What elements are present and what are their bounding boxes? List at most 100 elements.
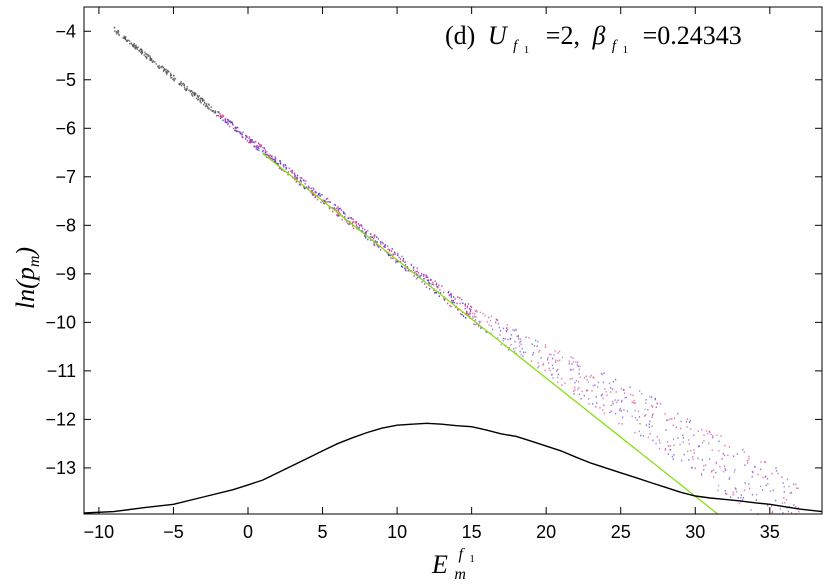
scatter-point <box>630 393 632 396</box>
scatter-point <box>645 398 647 401</box>
scatter-point <box>518 341 521 344</box>
scatter-point <box>296 176 298 179</box>
scatter-point <box>599 407 601 409</box>
scatter-point <box>640 392 643 395</box>
scatter-point <box>447 292 449 294</box>
scatter-point <box>505 329 508 332</box>
scatter-point <box>337 213 339 216</box>
scatter-point <box>296 174 299 177</box>
scatter-point <box>374 240 377 242</box>
scatter-point <box>258 143 260 146</box>
scatter-point <box>299 176 301 179</box>
scatter-point <box>765 475 767 478</box>
scatter-point <box>591 390 593 392</box>
scatter-point <box>113 26 116 29</box>
scatter-point <box>782 482 784 484</box>
scatter-point <box>180 80 182 83</box>
scatter-point <box>190 90 193 92</box>
scatter-point <box>249 139 251 142</box>
scatter-point <box>717 484 720 487</box>
scatter-point <box>518 338 520 340</box>
scatter-point <box>264 149 266 152</box>
scatter-point <box>315 191 318 194</box>
scatter-point <box>151 58 153 60</box>
y-tick-label: −6 <box>55 118 76 138</box>
scatter-point <box>336 209 338 212</box>
scatter-point <box>480 327 482 329</box>
scatter-point <box>614 412 617 415</box>
scatter-point <box>634 409 636 412</box>
scatter-point <box>224 120 226 122</box>
scatter-point <box>370 239 372 241</box>
scatter-point <box>737 497 739 499</box>
scatter-point <box>515 352 517 355</box>
scatter-point <box>358 224 360 227</box>
scatter-point <box>742 499 744 501</box>
scatter-point <box>771 510 774 513</box>
scatter-point <box>193 92 195 95</box>
scatter-point <box>464 317 467 319</box>
scatter-point <box>404 263 407 266</box>
scatter-point <box>208 103 210 106</box>
y-tick-label: −4 <box>55 21 76 41</box>
scatter-point <box>163 68 166 70</box>
scatter-point <box>470 306 473 308</box>
scatter-point <box>490 315 493 318</box>
scatter-point <box>239 132 241 135</box>
scatter-point <box>279 167 281 170</box>
scatter-point <box>133 42 135 45</box>
scatter-point <box>219 113 221 115</box>
scatter-point <box>420 274 422 277</box>
scatter-point <box>250 140 252 142</box>
scatter-point <box>605 391 607 393</box>
scatter-point <box>405 269 407 272</box>
scatter-point <box>797 487 799 490</box>
scatter-point <box>514 350 516 353</box>
scatter-point <box>548 367 550 370</box>
scatter-point <box>196 94 198 97</box>
scatter-point <box>266 153 268 156</box>
scatter-point <box>469 308 471 310</box>
scatter-point <box>336 214 338 216</box>
scatter-point <box>310 191 312 194</box>
scatter-point <box>287 171 289 173</box>
scatter-point <box>349 223 351 225</box>
x-title-sup: f <box>458 546 465 563</box>
scatter-point <box>387 248 389 251</box>
scatter-point <box>433 289 435 292</box>
scatter-point <box>517 335 519 338</box>
scatter-point <box>577 361 579 363</box>
x-tick-label: 10 <box>387 522 407 542</box>
scatter-point <box>161 65 163 68</box>
scatter-point <box>284 164 287 166</box>
scatter-point <box>644 414 647 416</box>
scatter-point <box>448 294 450 297</box>
scatter-point <box>583 377 586 379</box>
scatter-point <box>329 201 331 204</box>
scatter-point <box>783 496 785 499</box>
scatter-point <box>365 233 367 235</box>
scatter-point <box>479 311 482 314</box>
scatter-point <box>140 51 142 54</box>
scatter-point <box>507 349 510 351</box>
x-axis-title: E m f 1 <box>431 536 475 584</box>
scatter-point <box>572 357 574 359</box>
scatter-point <box>540 357 542 359</box>
scatter-point <box>738 502 740 505</box>
scatter-point <box>775 467 777 469</box>
scatter-point <box>761 489 764 491</box>
scatter-point <box>358 226 360 228</box>
scatter-point <box>600 394 603 397</box>
scatter-point <box>691 466 693 469</box>
scatter-point <box>365 231 367 234</box>
scatter-point <box>673 454 675 456</box>
scatter-point <box>427 276 429 278</box>
scatter-point <box>249 141 251 144</box>
scatter-point <box>742 448 744 451</box>
scatter-point <box>547 357 549 359</box>
scatter-point <box>723 465 726 468</box>
scatter-point <box>220 114 222 117</box>
scatter-point <box>790 511 793 514</box>
scatter-point <box>673 444 675 447</box>
scatter-point <box>248 136 250 138</box>
